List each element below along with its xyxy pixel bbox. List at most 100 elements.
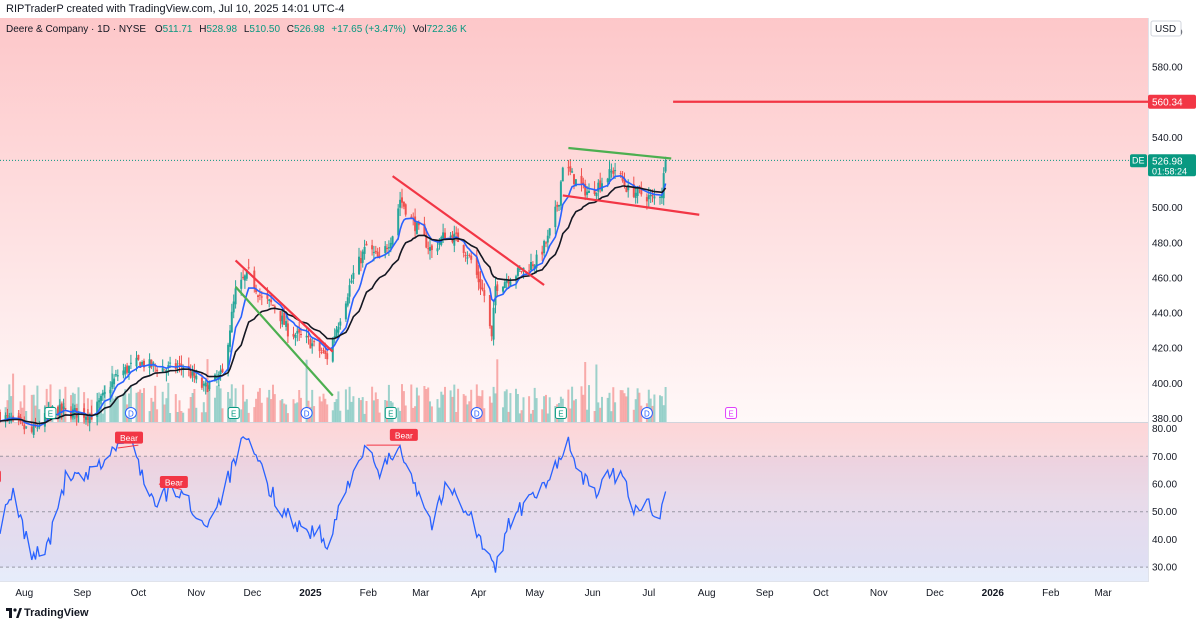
volume-bar: [584, 362, 587, 422]
volume-bar: [429, 401, 431, 422]
candle-body: [608, 169, 611, 182]
candle-body: [326, 353, 329, 360]
candle-body: [374, 250, 377, 253]
candle-body: [558, 204, 560, 207]
candle-body: [593, 189, 596, 194]
candle-body: [505, 280, 508, 283]
volume-bar: [545, 394, 547, 422]
ema-slow-line: [0, 185, 667, 425]
candle-body: [488, 295, 491, 327]
volume-bar: [567, 389, 570, 422]
volume-bar: [659, 395, 661, 422]
candle-body: [141, 362, 144, 365]
candle-body: [191, 371, 194, 376]
candle-body: [438, 242, 441, 245]
candle-body: [215, 377, 218, 379]
volume-bar: [350, 401, 353, 422]
candle-body: [257, 295, 259, 297]
event-marker-e[interactable]: E: [725, 407, 738, 419]
currency-badge[interactable]: USD: [1150, 20, 1182, 37]
candle-body: [296, 330, 299, 334]
event-marker-e[interactable]: E: [44, 407, 57, 419]
candle-body: [333, 336, 336, 338]
candle-body: [161, 368, 164, 372]
volume-bar: [361, 397, 364, 422]
candle-body: [25, 426, 28, 428]
volume-bar: [627, 387, 630, 422]
rsi-band: [0, 455, 1148, 568]
event-marker-d[interactable]: D: [300, 407, 313, 419]
volume-bar: [496, 359, 499, 422]
candle-body: [206, 385, 209, 392]
event-marker-d[interactable]: D: [124, 407, 137, 419]
price-tick-label: 580.00: [1152, 63, 1183, 74]
candle-body: [71, 409, 74, 418]
volume-bar: [363, 413, 366, 422]
price-pane-background: [0, 18, 1148, 422]
trendline-pennant-upper: [568, 146, 672, 160]
volume-bar: [595, 364, 598, 422]
volume-bar: [632, 409, 635, 422]
candle-body: [559, 181, 562, 206]
time-tick-label: Nov: [870, 588, 888, 599]
candle-body: [455, 232, 458, 234]
event-marker-e[interactable]: E: [554, 407, 567, 419]
chart-legend[interactable]: Deere & Company · 1D · NYSE O511.71 H528…: [6, 24, 467, 35]
legend-open: 511.71: [163, 24, 193, 35]
candle-body: [113, 378, 116, 385]
candle-body: [272, 304, 274, 306]
candle-body: [6, 415, 9, 416]
candle-body: [73, 408, 76, 412]
volume-bar: [200, 412, 203, 422]
legend-low-label: L: [244, 24, 250, 35]
volume-bar: [10, 396, 13, 422]
volume-bar: [449, 390, 452, 422]
candle-body: [653, 196, 656, 199]
volume-bar: [653, 394, 656, 422]
volume-bar: [580, 386, 583, 422]
candle-body: [126, 365, 129, 373]
rsi-tick-label: 80.00: [1152, 424, 1177, 435]
candle-body: [530, 262, 532, 270]
candle-body: [410, 216, 413, 218]
volume-bar: [45, 388, 48, 422]
rsi-tick-label: 70.00: [1152, 452, 1177, 463]
volume-bar: [492, 386, 495, 422]
time-tick-label: Mar: [412, 588, 430, 599]
candle-body: [350, 280, 353, 283]
candle-body: [298, 328, 301, 333]
volume-bar: [455, 412, 458, 422]
volume-bar: [156, 409, 159, 422]
volume-bar: [401, 384, 403, 422]
volume-bar: [242, 384, 245, 422]
volume-bar: [359, 400, 362, 422]
event-marker-d[interactable]: D: [640, 407, 653, 419]
volume-bar: [204, 412, 207, 422]
event-marker-d[interactable]: D: [470, 407, 483, 419]
volume-bar: [283, 403, 286, 422]
volume-bar: [488, 396, 491, 422]
volume-bar: [606, 397, 609, 422]
candle-body: [124, 367, 127, 374]
candle-body: [57, 406, 59, 416]
event-marker-e[interactable]: E: [227, 407, 240, 419]
candle-body: [62, 406, 65, 409]
price-tick-label: 480.00: [1152, 238, 1183, 249]
currency-label: USD: [1155, 24, 1176, 35]
volume-bar: [305, 359, 308, 422]
volume-bar: [150, 397, 153, 422]
volume-bar: [438, 407, 441, 422]
volume-bar: [358, 397, 360, 422]
volume-bar: [337, 391, 340, 422]
candle-body: [516, 267, 519, 276]
candle-body: [623, 179, 626, 186]
ema-fast-line: [0, 174, 667, 427]
tradingview-logo-icon: [6, 608, 22, 618]
volume-bar: [114, 396, 117, 422]
legend-close: 526.98: [294, 24, 325, 35]
volume-bar: [219, 388, 222, 422]
volume-bar: [257, 391, 259, 422]
event-marker-e[interactable]: E: [384, 407, 397, 419]
